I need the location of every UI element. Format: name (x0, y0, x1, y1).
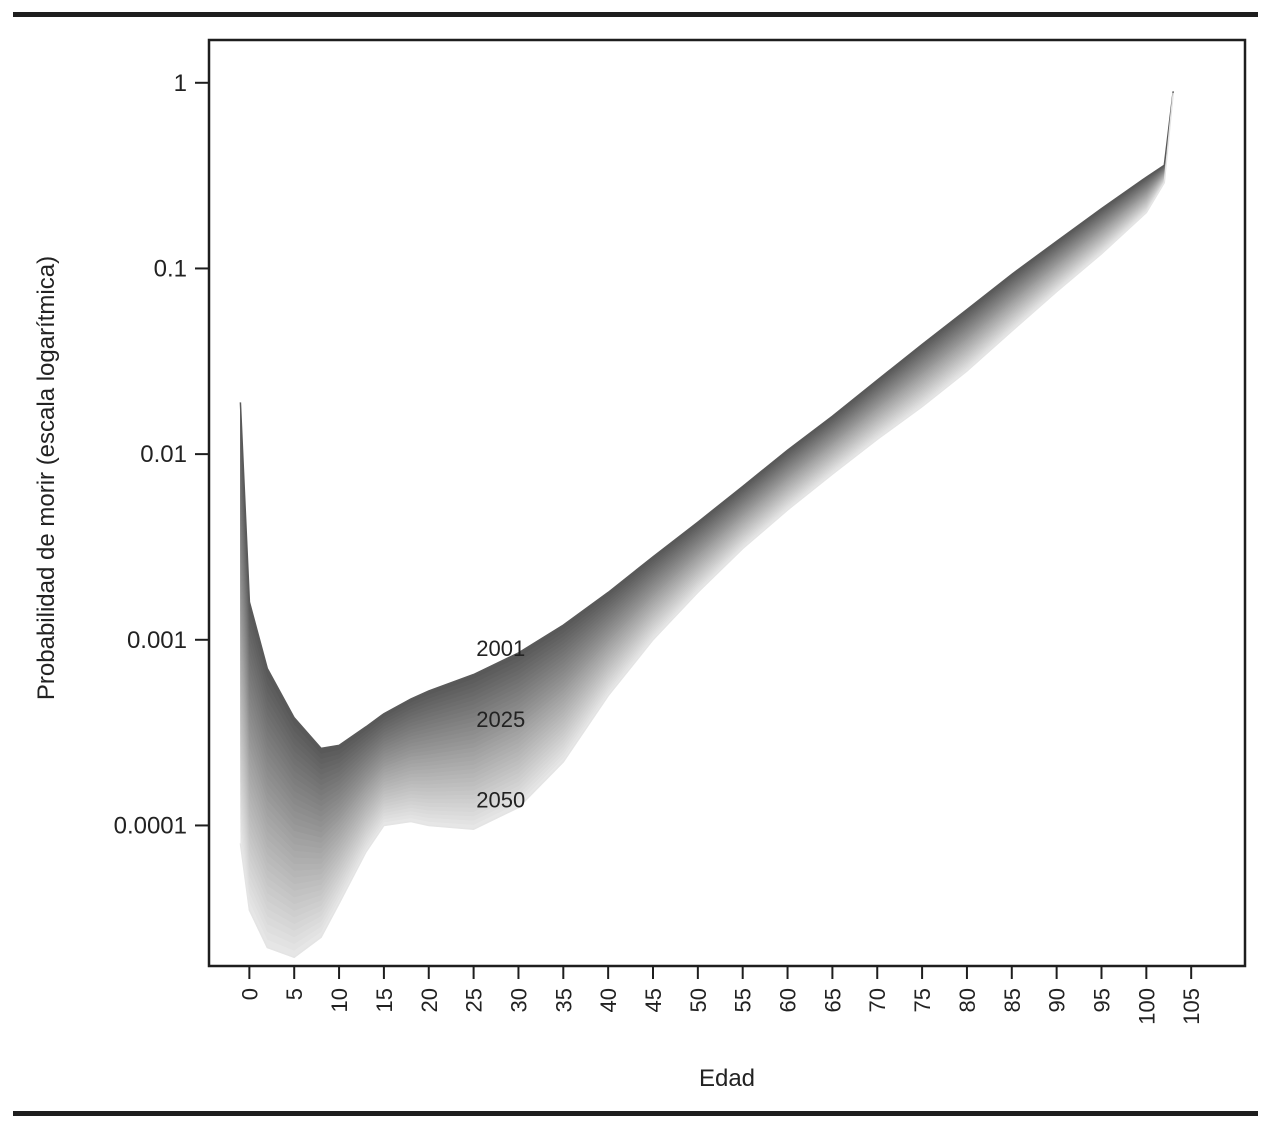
band-layer-4 (240, 91, 1174, 770)
band-layer-12 (240, 91, 1174, 812)
annotation-layer: 2001 2025 2050 (476, 636, 525, 813)
x-tick-label: 50 (686, 988, 711, 1012)
plot-frame (207, 38, 1247, 968)
x-tick-label: 105 (1179, 988, 1204, 1025)
band-layer-10 (240, 91, 1174, 801)
x-tick-label: 45 (641, 988, 666, 1012)
y-tick-label: 0.01 (140, 441, 187, 468)
band-layer-9 (240, 91, 1174, 796)
y-tick-label: 1 (174, 70, 187, 97)
x-tick-label: 95 (1089, 988, 1114, 1012)
x-tick-label: 40 (596, 988, 621, 1012)
band-layer-6 (240, 91, 1174, 780)
x-tick-label: 10 (327, 988, 352, 1012)
band-layer-3 (240, 91, 1174, 765)
x-tick-label: 35 (551, 988, 576, 1012)
band-layer-11 (240, 91, 1174, 807)
series-line-2050 (239, 93, 1174, 959)
y-tick-label: 0.1 (154, 255, 187, 282)
series-line-2001 (239, 91, 1174, 750)
y-tick-label: 0.0001 (114, 812, 187, 839)
x-tick-label: 15 (372, 988, 397, 1012)
x-tick-label: 30 (506, 988, 531, 1012)
x-tick-label: 25 (462, 988, 487, 1012)
y-axis: 0.0001 0.001 0.01 0.1 1 (114, 70, 209, 839)
bottom-rule (13, 1111, 1258, 1116)
y-axis-label: Probabilidad de morir (escala logarítmic… (33, 256, 60, 700)
band-layer-8 (240, 91, 1174, 791)
x-tick-label: 90 (1045, 988, 1070, 1012)
x-tick-label: 70 (865, 988, 890, 1012)
band-layer-7 (240, 91, 1174, 786)
x-tick-label: 20 (417, 988, 442, 1012)
band-layer-13 (240, 91, 1174, 817)
band-layer (239, 91, 1174, 959)
band-layer-1 (240, 91, 1174, 754)
top-rule (13, 12, 1258, 17)
x-tick-label: 85 (1000, 988, 1025, 1012)
band-layer-14 (240, 91, 1174, 822)
x-tick-label: 65 (820, 988, 845, 1012)
series-label-2025: 2025 (476, 707, 525, 732)
x-axis-label: Edad (699, 1065, 755, 1092)
y-tick-label: 0.001 (127, 627, 187, 654)
x-tick-label: 100 (1134, 988, 1159, 1025)
x-tick-label: 0 (237, 988, 262, 1000)
x-tick-label: 75 (910, 988, 935, 1012)
x-tick-label: 5 (282, 988, 307, 1000)
x-axis: 0 5 10 15 20 25 30 35 40 45 50 55 60 65 70 75 80 85 90 95 10… (237, 966, 1204, 1025)
x-tick-label: 80 (955, 988, 980, 1012)
x-tick-label: 55 (731, 988, 756, 1012)
band-layer-5 (240, 91, 1174, 775)
series-label-2001: 2001 (476, 636, 525, 661)
series-label-2050: 2050 (476, 787, 525, 812)
x-tick-label: 60 (776, 988, 801, 1012)
band-layer-2 (240, 91, 1174, 759)
